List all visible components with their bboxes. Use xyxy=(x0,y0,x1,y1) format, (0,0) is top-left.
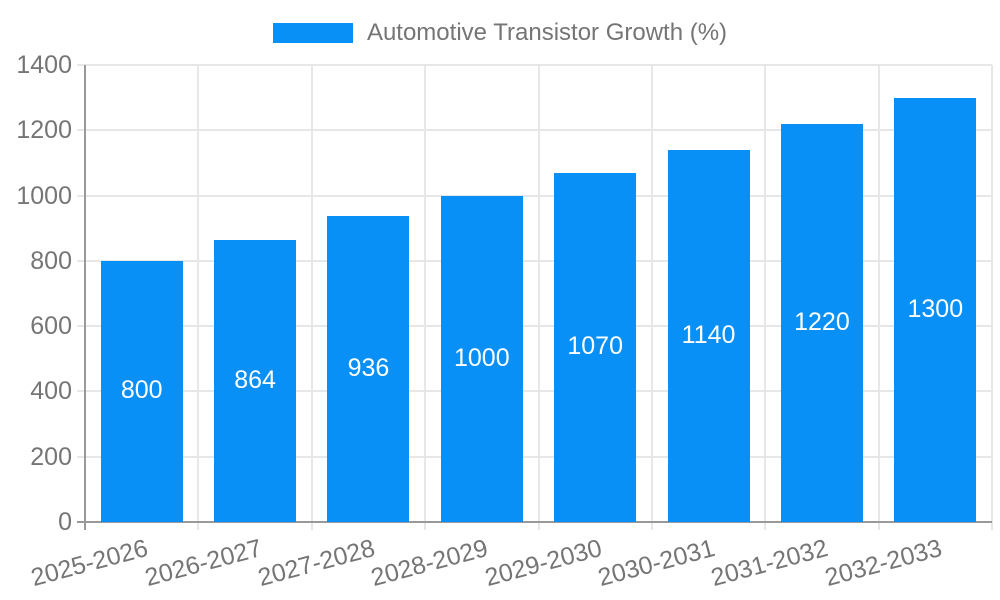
gridline-horizontal xyxy=(77,259,992,262)
gridline-vertical xyxy=(424,65,427,530)
gridline-vertical xyxy=(650,65,653,530)
y-tick-label: 1200 xyxy=(16,116,72,145)
y-tick-label: 1000 xyxy=(16,181,72,210)
gridline-vertical xyxy=(991,65,993,530)
bar-2032-2033 xyxy=(894,97,977,522)
gridline-vertical xyxy=(877,65,880,530)
x-tick-label: 2030-2031 xyxy=(595,534,718,592)
bar-2027-2028 xyxy=(327,216,410,522)
y-tick-label: 600 xyxy=(30,312,72,341)
gridline-horizontal xyxy=(77,390,992,393)
x-tick-label: 2026-2027 xyxy=(141,534,265,592)
x-tick-label: 2027-2028 xyxy=(254,534,378,592)
bar-2030-2031 xyxy=(667,149,750,522)
gridline-horizontal xyxy=(77,455,992,458)
gridline-vertical xyxy=(197,65,200,530)
plot-area: 800 864 936 1000 1070 1140 1220 1300 xyxy=(77,64,993,530)
x-tick-label: 2025-2026 xyxy=(28,534,151,592)
legend-item[interactable]: Automotive Transistor Growth (%) xyxy=(0,18,1000,48)
x-tick-label: 2029-2030 xyxy=(481,534,605,592)
gridline-horizontal xyxy=(77,325,992,328)
x-tick-label: 2028-2029 xyxy=(368,534,492,592)
bar-2029-2030 xyxy=(554,172,637,522)
legend-label: Automotive Transistor Growth (%) xyxy=(366,19,728,46)
y-tick-label: 1400 xyxy=(16,51,72,79)
gridline-vertical xyxy=(537,65,540,530)
gridline-horizontal xyxy=(77,194,992,197)
gridline-vertical xyxy=(764,65,767,530)
gridline-vertical xyxy=(310,65,313,530)
y-axis-line xyxy=(84,65,86,530)
bar-2028-2029 xyxy=(440,195,523,522)
y-tick-label: 400 xyxy=(30,377,72,406)
bar-2031-2032 xyxy=(780,123,863,522)
y-tick-label: 0 xyxy=(58,508,72,536)
bar-2025-2026 xyxy=(100,260,183,522)
y-tick-label: 800 xyxy=(30,246,72,275)
gridline-horizontal xyxy=(77,129,992,132)
x-tick-label: 2031-2032 xyxy=(708,534,832,592)
x-tick-label: 2032-2033 xyxy=(821,534,945,592)
gridline-horizontal xyxy=(77,64,992,66)
legend-swatch xyxy=(272,23,353,43)
y-tick-label: 200 xyxy=(30,442,72,471)
bar-2026-2027 xyxy=(214,239,297,522)
x-axis-line xyxy=(77,521,992,523)
